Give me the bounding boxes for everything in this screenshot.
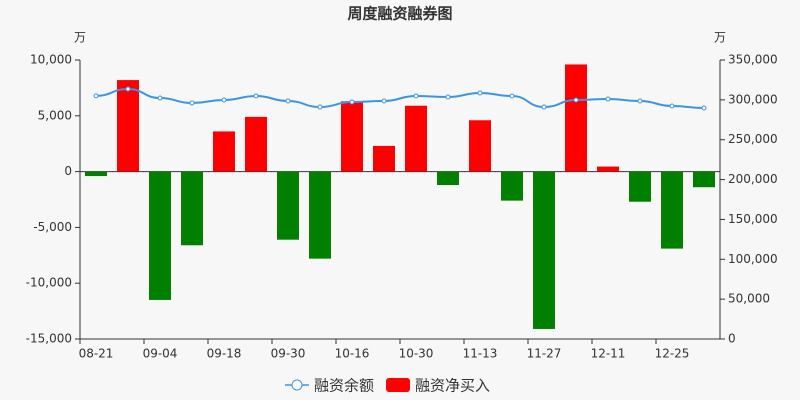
bar [341, 101, 363, 172]
line-point [477, 90, 483, 96]
y2-tick-label: 200,000 [728, 172, 778, 186]
bar [85, 171, 107, 177]
line-point [221, 97, 227, 103]
bar [245, 116, 267, 172]
bar [597, 166, 619, 172]
line-point [605, 96, 611, 102]
bar [309, 171, 331, 259]
y-tick-label: -5,000 [33, 220, 72, 234]
bar [661, 171, 683, 249]
x-tick-label: 09-30 [271, 347, 306, 361]
bar [277, 171, 299, 240]
legend-marker [386, 378, 411, 392]
line-point [93, 93, 99, 99]
y-tick-label: 0 [64, 164, 72, 178]
y2-tick-label: 100,000 [728, 252, 778, 266]
bar [373, 145, 395, 172]
bar [501, 171, 523, 201]
line-point [285, 98, 291, 104]
x-tick-label: 09-04 [143, 347, 178, 361]
y2-tick-label: 350,000 [728, 53, 778, 67]
bar [405, 105, 427, 172]
line-point [189, 100, 195, 106]
line-point [157, 95, 163, 101]
y2-unit: 万 [714, 31, 726, 45]
x-tick-label: 10-16 [335, 347, 370, 361]
x-tick-label: 09-18 [207, 347, 242, 361]
legend-marker [291, 379, 303, 391]
line-point [637, 98, 643, 104]
line-point [701, 105, 707, 111]
x-tick-label: 12-25 [655, 347, 690, 361]
x-tick-label: 12-11 [591, 347, 626, 361]
bar [629, 171, 651, 202]
x-tick-label: 10-30 [399, 347, 434, 361]
line-point [253, 93, 259, 99]
y-tick-label: 5,000 [38, 108, 72, 122]
bar [469, 120, 491, 172]
legend-label: 融资余额 [314, 377, 374, 395]
x-tick-label: 08-21 [79, 347, 114, 361]
bar [181, 171, 203, 246]
y2-tick-label: 0 [728, 332, 736, 346]
y-tick-label: 10,000 [30, 53, 72, 67]
bar [213, 131, 235, 172]
bar [117, 80, 139, 172]
y2-tick-label: 50,000 [728, 292, 770, 306]
y2-tick-label: 250,000 [728, 132, 778, 146]
bar [149, 171, 171, 300]
x-tick-label: 11-13 [463, 347, 498, 361]
line-point [573, 97, 579, 103]
line-point [445, 94, 451, 100]
bar [437, 171, 459, 185]
line-point [509, 93, 515, 99]
bar [533, 171, 555, 329]
legend-label: 融资净买入 [415, 377, 490, 395]
y2-tick-label: 150,000 [728, 212, 778, 226]
x-tick-label: 11-27 [527, 347, 562, 361]
line-point [317, 104, 323, 110]
line-point [381, 98, 387, 104]
line-point [541, 104, 547, 110]
chart-title: 周度融资融券图 [347, 5, 452, 23]
bar [565, 64, 587, 172]
y-tick-label: -10,000 [26, 276, 72, 290]
bar [693, 171, 715, 188]
y-unit: 万 [74, 31, 86, 45]
line-point [669, 103, 675, 109]
line-point [125, 86, 131, 92]
line-point [413, 93, 419, 99]
line-point [349, 99, 355, 105]
y-tick-label: -15,000 [26, 332, 72, 346]
line [95, 88, 705, 109]
y2-tick-label: 300,000 [728, 92, 778, 106]
